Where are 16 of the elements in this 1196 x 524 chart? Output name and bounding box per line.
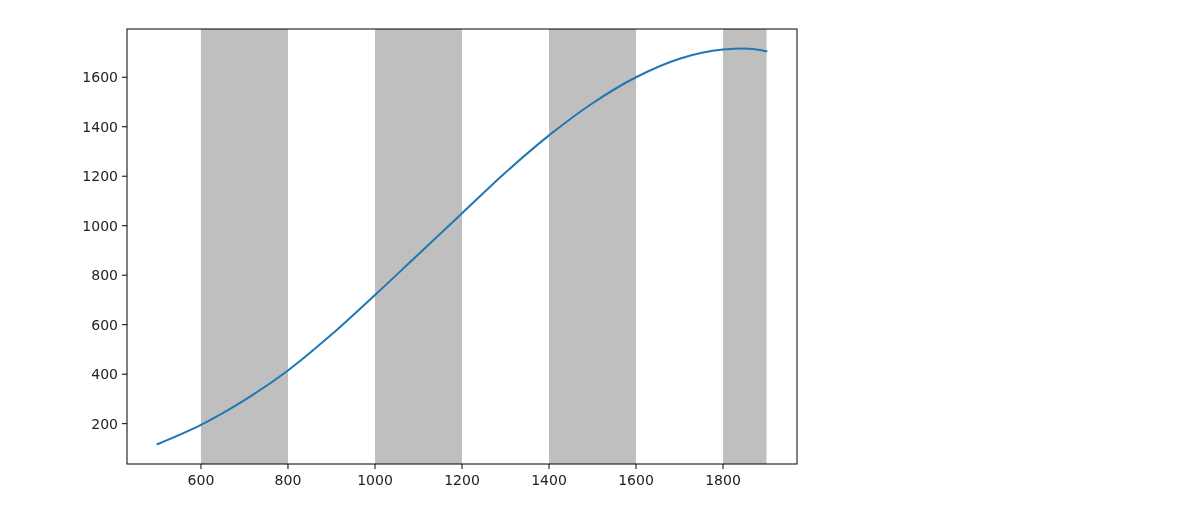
y-tick-label: 600 [91, 316, 118, 333]
x-tick-label: 1000 [357, 472, 393, 488]
y-tick-label: 400 [91, 366, 118, 383]
y-tick-label: 1600 [82, 69, 118, 86]
y-tick-label: 200 [91, 415, 118, 432]
x-tick-label: 1400 [531, 472, 567, 488]
x-tick-label: 800 [274, 472, 302, 488]
x-tick-label: 600 [187, 472, 215, 488]
y-tick-label: 1400 [82, 118, 118, 135]
line-series [156, 47, 768, 446]
x-tick-label: 1200 [444, 472, 480, 488]
y-tick-label: 1000 [82, 217, 118, 234]
x-tick-label: 1600 [618, 472, 654, 488]
y-tick-label: 800 [91, 267, 118, 284]
y-tick-label: 1200 [82, 168, 118, 185]
x-tick-label: 1800 [705, 472, 741, 488]
